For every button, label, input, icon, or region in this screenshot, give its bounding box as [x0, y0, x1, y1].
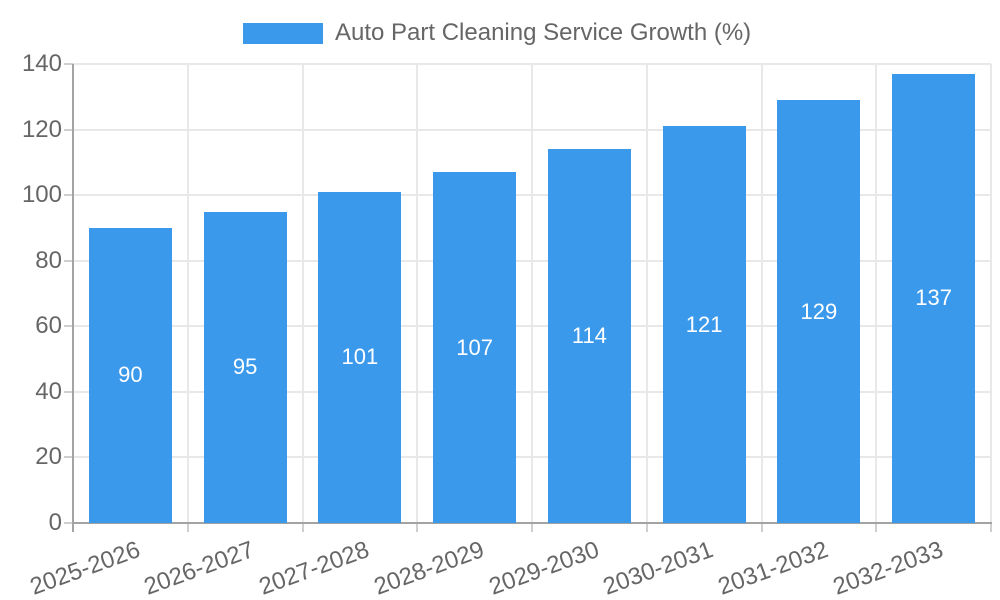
x-axis-tick	[416, 523, 419, 532]
x-axis-tick	[186, 523, 189, 532]
x-axis-label-text: 2025-2026	[26, 536, 144, 600]
bar-value-label: 137	[915, 285, 952, 311]
bar	[318, 191, 401, 523]
y-axis-tick	[64, 259, 73, 262]
legend-label: Auto Part Cleaning Service Growth (%)	[335, 19, 752, 46]
x-axis-label-text: 2031-2032	[714, 536, 832, 600]
gridline-v	[531, 64, 533, 523]
y-axis-label: 100	[21, 181, 62, 209]
x-axis-tick	[645, 523, 648, 532]
gridline-v	[645, 64, 648, 523]
legend-swatch	[243, 22, 323, 44]
y-axis-tick	[64, 194, 73, 197]
y-axis-tick	[64, 128, 73, 131]
y-axis-label: 140	[21, 50, 62, 77]
bar-value-label: 107	[456, 334, 493, 360]
x-axis-label-text: 2028-2029	[370, 536, 488, 600]
y-axis-label: 20	[35, 443, 62, 471]
x-axis-tick	[760, 523, 763, 532]
gridline-v	[990, 64, 992, 523]
bar-value-label: 114	[571, 323, 607, 349]
y-axis-tick	[64, 325, 73, 328]
bar	[777, 100, 860, 523]
y-axis-tick	[64, 390, 73, 393]
gridline-v	[416, 64, 419, 523]
y-axis-label: 120	[21, 115, 62, 143]
gridline-v	[875, 64, 878, 523]
bar	[204, 211, 287, 523]
bar-value-label: 121	[685, 311, 723, 337]
x-axis-tick	[990, 523, 992, 532]
bar-value-label: 101	[341, 344, 379, 370]
x-axis-label-text: 2026-2027	[140, 536, 259, 600]
x-axis-label-text: 2030-2031	[599, 536, 718, 600]
gridline-v	[186, 64, 189, 523]
bar-value-label: 129	[800, 298, 838, 324]
y-axis-tick	[64, 63, 73, 65]
y-axis-tick	[64, 456, 73, 459]
gridline-v	[301, 64, 304, 523]
bar	[433, 172, 516, 523]
y-axis-label: 40	[35, 377, 62, 405]
x-axis-tick	[301, 523, 304, 532]
bar	[663, 126, 746, 523]
y-axis-tick	[64, 522, 73, 524]
gridline-v	[760, 64, 763, 523]
x-axis-line	[72, 522, 992, 524]
y-axis-line	[72, 64, 74, 532]
bar	[89, 227, 172, 523]
bar-value-label: 95	[232, 354, 258, 380]
x-axis-tick	[531, 523, 533, 532]
y-axis-label: 80	[35, 246, 62, 274]
bar-value-label: 90	[118, 362, 143, 388]
chart-legend[interactable]: Auto Part Cleaning Service Growth (%)	[243, 20, 751, 46]
bar	[548, 149, 631, 523]
y-axis-label: 0	[48, 509, 62, 536]
x-axis-label-text: 2029-2030	[485, 536, 603, 600]
x-axis-tick	[875, 523, 878, 532]
y-axis-label: 60	[35, 312, 62, 340]
bar	[892, 73, 975, 523]
x-axis-label-text: 2027-2028	[255, 536, 373, 600]
x-axis-label-text: 2032-2033	[829, 536, 947, 600]
